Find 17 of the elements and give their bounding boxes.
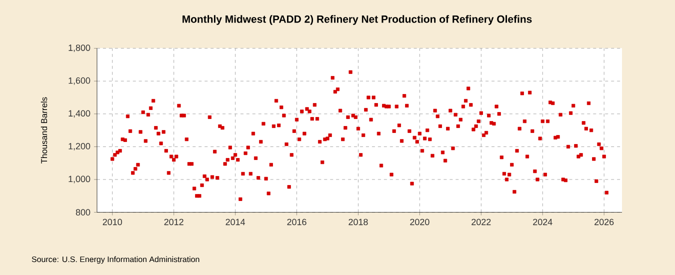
x-tick-label: 2010: [102, 218, 122, 226]
x-tick-label: 2014: [226, 218, 245, 226]
y-axis-title: Thousand Barrels: [40, 97, 48, 164]
x-tick-label: 2024: [533, 218, 552, 226]
y-tick-label: 1,400: [68, 110, 90, 118]
y-tick-label: 1,000: [68, 176, 90, 184]
y-tick-label: 1,200: [68, 142, 90, 150]
y-tick-label: 1,600: [68, 77, 90, 85]
chart-title: Monthly Midwest (PADD 2) Refinery Net Production of Refinery Olefins: [182, 15, 532, 25]
y-tick-label: 1,800: [68, 44, 90, 52]
x-tick-label: 2026: [594, 218, 614, 226]
x-tick-label: 2018: [348, 218, 368, 226]
y-tick-label: 800: [76, 209, 90, 216]
x-tick-label: 2020: [410, 218, 430, 226]
x-tick-label: 2012: [164, 218, 184, 226]
x-tick-label: 2022: [472, 218, 491, 226]
x-tick-label: 2016: [287, 218, 306, 226]
